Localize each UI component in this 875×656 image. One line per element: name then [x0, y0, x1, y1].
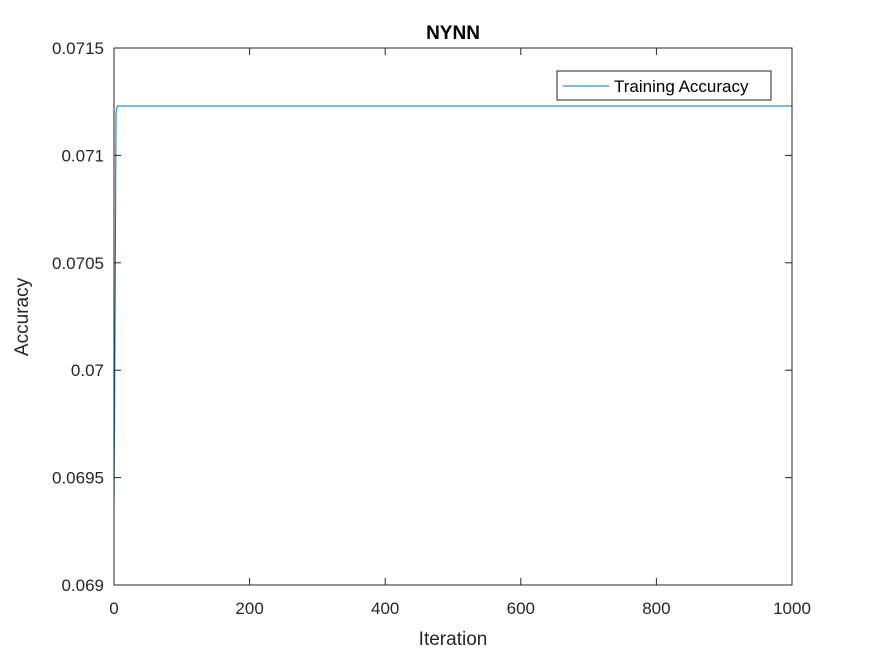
x-tick-label: 400	[371, 599, 399, 618]
legend: Training Accuracy	[556, 70, 772, 101]
legend-label: Training Accuracy	[614, 77, 749, 96]
series-layer	[113, 105, 792, 512]
x-tick-label: 1000	[773, 599, 811, 618]
x-tick-label: 200	[235, 599, 263, 618]
x-axis-label: Iteration	[419, 629, 488, 650]
x-tick-label: 0	[109, 599, 118, 618]
x-axis: 0 200 400 600 800 1000	[109, 48, 811, 618]
y-tick-label: 0.069	[61, 576, 104, 595]
x-tick-label: 800	[642, 599, 670, 618]
y-tick-label: 0.0705	[52, 254, 104, 273]
plot-area	[114, 48, 792, 585]
y-axis-label: Accuracy	[12, 277, 33, 356]
y-tick-label: 0.0695	[52, 469, 104, 488]
x-tick-label: 600	[507, 599, 535, 618]
chart-title: NYNN	[426, 23, 480, 44]
y-tick-label: 0.071	[61, 146, 104, 165]
y-axis: 0.069 0.0695 0.07 0.0705 0.071 0.0715	[52, 39, 792, 595]
plot-frame	[113, 47, 793, 586]
y-tick-label: 0.07	[71, 361, 104, 380]
series-line-training-accuracy	[113, 105, 792, 512]
y-tick-label: 0.0715	[52, 39, 104, 58]
